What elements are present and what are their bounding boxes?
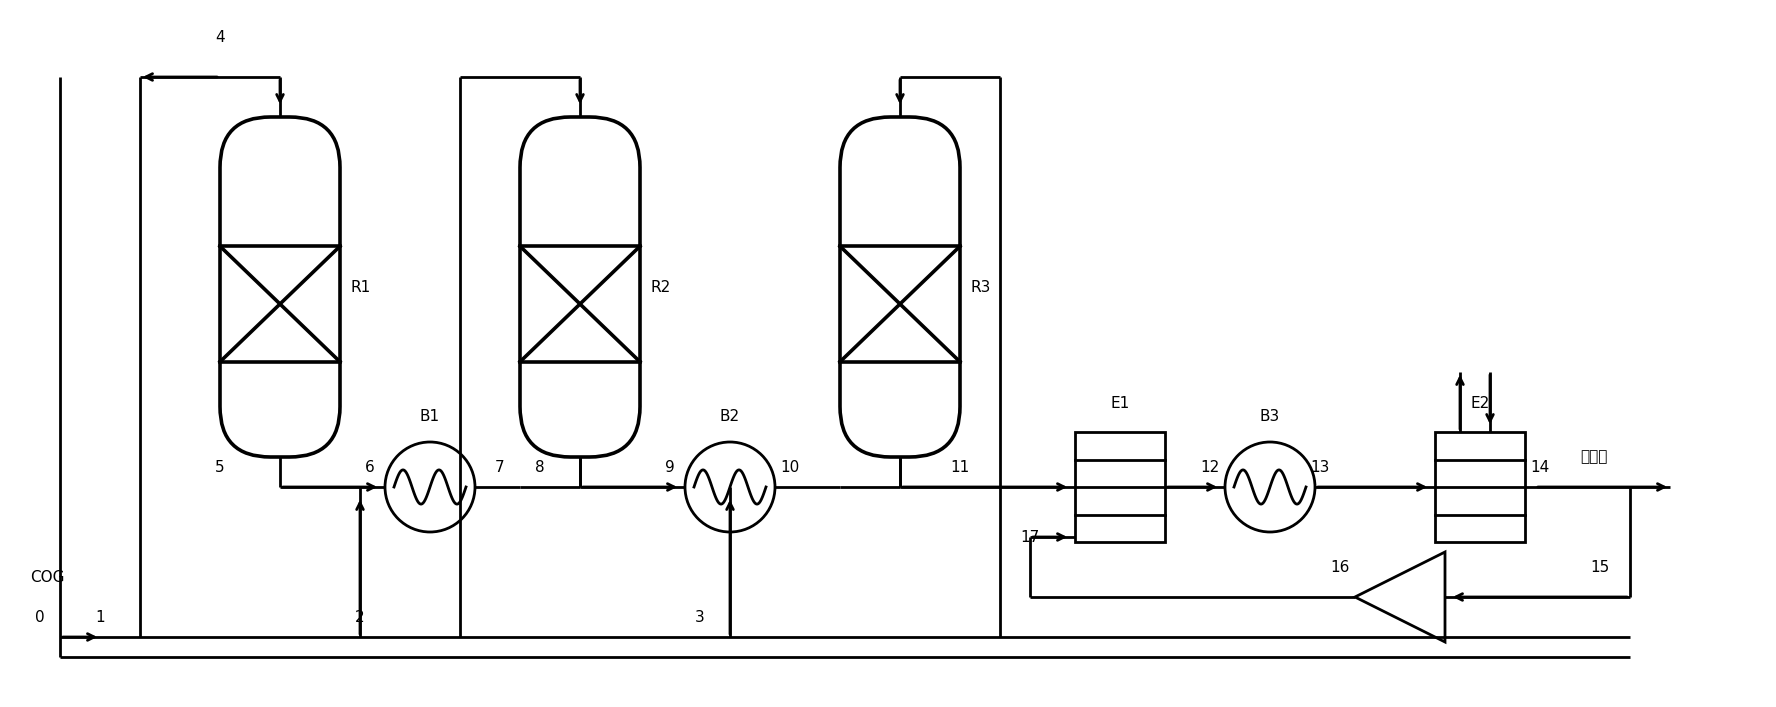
Text: 9: 9 xyxy=(666,460,675,474)
Text: 11: 11 xyxy=(950,460,970,474)
Text: 17: 17 xyxy=(1021,530,1039,544)
Text: E1: E1 xyxy=(1110,396,1130,411)
Text: 4: 4 xyxy=(215,30,226,45)
Text: 8: 8 xyxy=(535,460,545,474)
Text: 产品气: 产品气 xyxy=(1581,450,1607,464)
Text: B2: B2 xyxy=(719,409,741,424)
Bar xyxy=(1074,432,1165,542)
Text: 13: 13 xyxy=(1311,460,1330,474)
Text: 10: 10 xyxy=(780,460,799,474)
FancyBboxPatch shape xyxy=(220,117,339,457)
Text: 7: 7 xyxy=(496,460,504,474)
Text: COG: COG xyxy=(30,570,64,585)
Text: R3: R3 xyxy=(970,279,991,295)
Bar xyxy=(1435,432,1526,542)
FancyBboxPatch shape xyxy=(840,117,961,457)
Text: 15: 15 xyxy=(1590,559,1609,575)
Text: R1: R1 xyxy=(350,279,369,295)
FancyBboxPatch shape xyxy=(520,117,639,457)
Text: 3: 3 xyxy=(694,609,705,624)
Text: 1: 1 xyxy=(96,609,105,624)
Text: 0: 0 xyxy=(36,609,44,624)
Text: 2: 2 xyxy=(355,609,364,624)
Text: B1: B1 xyxy=(419,409,440,424)
Text: 6: 6 xyxy=(366,460,375,474)
Text: 5: 5 xyxy=(215,460,226,474)
Text: 16: 16 xyxy=(1330,559,1350,575)
Text: 14: 14 xyxy=(1531,460,1550,474)
Text: R2: R2 xyxy=(650,279,670,295)
Text: B3: B3 xyxy=(1259,409,1280,424)
Text: 12: 12 xyxy=(1201,460,1220,474)
Text: E2: E2 xyxy=(1471,396,1490,411)
